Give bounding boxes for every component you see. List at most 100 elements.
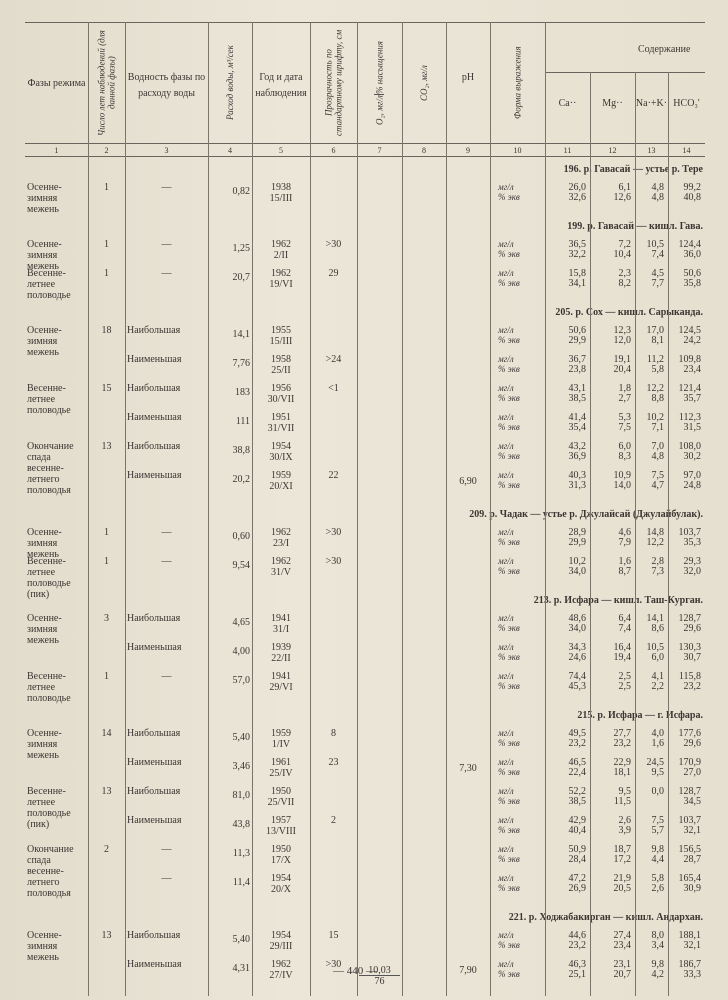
date: 25/IV bbox=[269, 768, 293, 779]
ion-value: 14,0 bbox=[613, 480, 632, 491]
form: % экв bbox=[498, 825, 520, 835]
ion-value: 19,4 bbox=[613, 652, 632, 663]
water-level: Наименьшая bbox=[127, 642, 182, 653]
phase: Весенне-летнее половодье (пик) bbox=[27, 786, 71, 830]
ion-value: 31,5 bbox=[683, 422, 702, 433]
years: 2 bbox=[104, 844, 109, 855]
form: мг/л bbox=[498, 786, 514, 796]
phase: Осенне-зимняя межень bbox=[27, 182, 62, 215]
form: мг/л bbox=[498, 470, 514, 480]
ion-value: 4,0 bbox=[651, 728, 665, 739]
ion-value: 2,5 bbox=[618, 671, 632, 682]
date: 1950 bbox=[271, 786, 291, 797]
column-title: Прозрачность по стандартному шрифту, см bbox=[310, 26, 357, 140]
ion-value: 32,6 bbox=[568, 192, 587, 203]
water-level: Наименьшая bbox=[127, 959, 182, 970]
form: % экв bbox=[498, 854, 520, 864]
column-rule bbox=[490, 22, 491, 996]
ion-value: 30,2 bbox=[683, 451, 702, 462]
ion-value: 52,2 bbox=[568, 786, 587, 797]
discharge: 57,0 bbox=[232, 675, 251, 686]
rule bbox=[25, 143, 705, 144]
rule bbox=[545, 72, 705, 73]
date: 31/V bbox=[271, 567, 291, 578]
ion-value: 38,5 bbox=[568, 796, 587, 807]
ion-value: 10,2 bbox=[568, 556, 587, 567]
column-title-text: Расход воды, м³/сек bbox=[225, 45, 235, 121]
form: % экв bbox=[498, 623, 520, 633]
form: мг/л bbox=[498, 815, 514, 825]
content-title: Содержание bbox=[638, 44, 691, 55]
ion-value: 5,8 bbox=[651, 364, 665, 375]
ion-value: 12,0 bbox=[613, 335, 632, 346]
ion-value: 4,1 bbox=[651, 671, 665, 682]
ion-value: 46,3 bbox=[568, 959, 587, 970]
phase: Весенне-летнее половодье bbox=[27, 671, 71, 704]
discharge: 4,00 bbox=[232, 646, 251, 657]
ion-value: 186,7 bbox=[678, 959, 702, 970]
ion-value: 4,6 bbox=[618, 527, 632, 538]
ion-value: 20,7 bbox=[613, 969, 632, 980]
ion-value: 6,1 bbox=[618, 182, 632, 193]
ion-value: 108,0 bbox=[678, 441, 702, 452]
years: 1 bbox=[104, 556, 109, 567]
ion-value: 43,2 bbox=[568, 441, 587, 452]
ion-value: 7,5 bbox=[618, 422, 632, 433]
form: мг/л bbox=[498, 642, 514, 652]
ion-value: 36,9 bbox=[568, 451, 587, 462]
ion-value: 4,7 bbox=[651, 480, 665, 491]
water-level: Наибольшая bbox=[127, 930, 181, 941]
discharge: 3,46 bbox=[232, 761, 251, 772]
ion-value: 30,7 bbox=[683, 652, 702, 663]
ion-value: 35,4 bbox=[568, 422, 587, 433]
ion-value: 9,8 bbox=[651, 959, 665, 970]
ion-value: 40,3 bbox=[568, 470, 587, 481]
column-title: Число лет наблюдений (для данной фазы) bbox=[88, 26, 125, 140]
ion-value: 27,4 bbox=[613, 930, 632, 941]
ion-value: 10,2 bbox=[646, 412, 665, 423]
station-title: 221. р. Ходжабакирган — кишл. Андархан. bbox=[508, 912, 703, 923]
ion-value: 32,1 bbox=[683, 940, 702, 951]
column-title: Форма выражения bbox=[490, 26, 545, 140]
ion-value: 34,3 bbox=[568, 642, 587, 653]
ion-value: 40,8 bbox=[683, 192, 702, 203]
column-number: 8 bbox=[422, 146, 426, 155]
column-number: 7 bbox=[377, 146, 382, 155]
water-level: Наименьшая bbox=[127, 815, 182, 826]
date: 1958 bbox=[271, 354, 291, 365]
date: 22/II bbox=[271, 653, 291, 664]
discharge: 43,8 bbox=[232, 819, 251, 830]
rule bbox=[25, 156, 705, 157]
form: % экв bbox=[498, 883, 520, 893]
ion-value: 177,6 bbox=[678, 728, 702, 739]
phase: Окончание спада весенне-летнего половодь… bbox=[27, 844, 74, 899]
column-rule bbox=[590, 72, 591, 996]
phase: Осенне-зимняя межень bbox=[27, 728, 62, 761]
form: % экв bbox=[498, 738, 520, 748]
date: 2/II bbox=[273, 250, 289, 261]
transparency: 22 bbox=[328, 470, 339, 481]
ion-value: 12,2 bbox=[646, 383, 665, 394]
ph: 7,30 bbox=[459, 763, 477, 774]
form: мг/л bbox=[498, 325, 514, 335]
ph: 6,90 bbox=[459, 476, 477, 487]
form: мг/л bbox=[498, 383, 514, 393]
column-number: 5 bbox=[279, 146, 283, 155]
years: 13 bbox=[101, 930, 112, 941]
column-title: pH bbox=[461, 72, 475, 83]
ion-value: 34,1 bbox=[568, 278, 587, 289]
ion-value: 9,5 bbox=[618, 786, 632, 797]
form: % экв bbox=[498, 335, 520, 345]
ion-value: 103,7 bbox=[678, 815, 702, 826]
ion-value: 29,9 bbox=[568, 537, 587, 548]
form: мг/л bbox=[498, 556, 514, 566]
discharge: 183 bbox=[235, 387, 250, 398]
ion-value: 4,8 bbox=[651, 451, 665, 462]
form: мг/л bbox=[498, 613, 514, 623]
form: % экв bbox=[498, 192, 520, 202]
date: 1956 bbox=[271, 383, 291, 394]
ion-value: 11,5 bbox=[613, 796, 631, 807]
column-subtitle: % насыщения bbox=[374, 41, 385, 96]
ion-value: 12,3 bbox=[613, 325, 632, 336]
